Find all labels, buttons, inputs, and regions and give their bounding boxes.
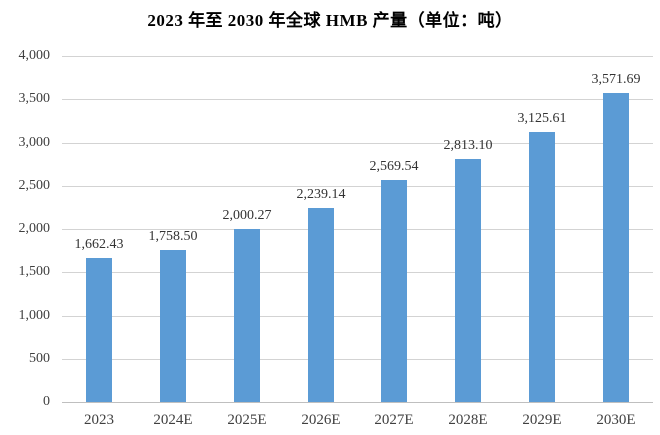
x-axis-tick-label: 2029E bbox=[522, 412, 562, 428]
bar-2027E bbox=[381, 180, 407, 402]
bar-value-label: 2,239.14 bbox=[296, 187, 346, 202]
x-axis-tick-label: 2027E bbox=[374, 412, 414, 428]
y-gridline bbox=[62, 143, 653, 144]
bar-2029E bbox=[529, 132, 555, 402]
y-axis-tick-label: 500 bbox=[29, 351, 50, 366]
bar-value-label: 1,662.43 bbox=[74, 237, 124, 252]
x-axis-tick-label: 2028E bbox=[448, 412, 488, 428]
y-axis-tick-label: 3,000 bbox=[18, 135, 51, 150]
y-axis-tick-label: 2,500 bbox=[18, 178, 51, 193]
y-gridline bbox=[62, 359, 653, 360]
y-gridline bbox=[62, 56, 653, 57]
y-gridline bbox=[62, 316, 653, 317]
bar-value-label: 2,569.54 bbox=[369, 159, 419, 174]
y-axis-tick-label: 1,000 bbox=[18, 308, 51, 323]
x-axis-tick-label: 2030E bbox=[596, 412, 636, 428]
bar-value-label: 3,125.61 bbox=[517, 111, 567, 126]
bar-2030E bbox=[603, 93, 629, 402]
x-axis-tick-label: 2025E bbox=[227, 412, 267, 428]
bar-2023 bbox=[86, 258, 112, 402]
y-gridline bbox=[62, 229, 653, 230]
bar-value-label: 2,813.10 bbox=[443, 138, 493, 153]
y-axis-tick-label: 0 bbox=[43, 394, 50, 409]
bar-2028E bbox=[455, 159, 481, 402]
x-axis-tick-label: 2024E bbox=[153, 412, 193, 428]
bar-2025E bbox=[234, 229, 260, 402]
y-axis-tick-label: 2,000 bbox=[18, 221, 51, 236]
y-axis-tick-label: 4,000 bbox=[18, 48, 51, 63]
bar-2026E bbox=[308, 208, 334, 402]
bar-value-label: 3,571.69 bbox=[591, 72, 641, 87]
bar-2024E bbox=[160, 250, 186, 402]
x-axis-tick-label: 2026E bbox=[301, 412, 341, 428]
y-gridline bbox=[62, 272, 653, 273]
y-gridline bbox=[62, 186, 653, 187]
bar-value-label: 1,758.50 bbox=[148, 229, 198, 244]
y-axis-tick-label: 1,500 bbox=[18, 264, 51, 279]
y-gridline bbox=[62, 99, 653, 100]
x-axis-line bbox=[62, 402, 653, 403]
chart-title: 2023 年至 2030 年全球 HMB 产量（单位：吨） bbox=[147, 11, 513, 30]
y-axis-tick-label: 3,500 bbox=[18, 91, 51, 106]
x-axis-tick-label: 2023 bbox=[84, 412, 114, 428]
bar-value-label: 2,000.27 bbox=[222, 208, 272, 223]
